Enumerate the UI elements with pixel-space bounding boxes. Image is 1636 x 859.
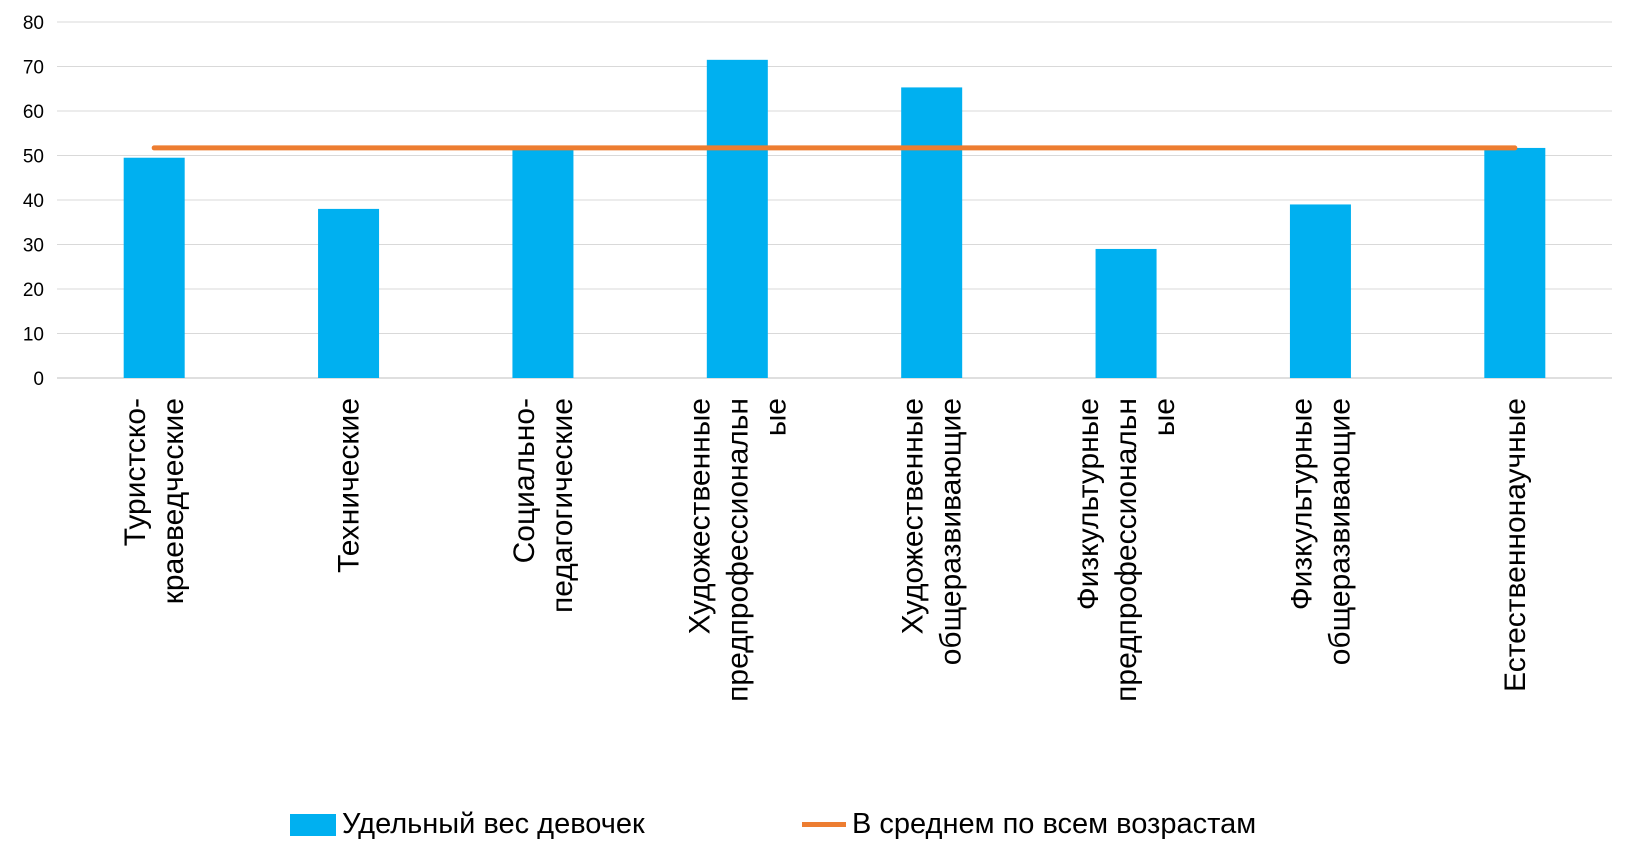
legend-line-swatch <box>802 822 846 827</box>
x-category-label: ые <box>1148 398 1181 436</box>
x-category-label: Технические <box>333 398 366 573</box>
bar <box>123 157 185 378</box>
y-tick-label: 70 <box>23 58 44 79</box>
x-category-label: Художественные <box>897 398 930 634</box>
y-tick-label: 10 <box>23 325 44 346</box>
y-tick-label: 40 <box>23 191 44 212</box>
bar <box>1484 147 1546 378</box>
legend-item-bars: Удельный вес девочек <box>290 808 645 841</box>
y-tick-label: 30 <box>23 236 44 257</box>
x-category-label: предпрофессиональн <box>721 398 754 702</box>
legend-label-bars: Удельный вес девочек <box>342 808 645 840</box>
bar <box>901 87 963 378</box>
x-category-label: Художественные <box>683 398 716 634</box>
legend-bar-swatch <box>290 813 336 836</box>
x-category-label: Физкультурные <box>1072 398 1105 610</box>
legend-label-line: В среднем по всем возрастам <box>852 808 1257 840</box>
bar <box>1289 204 1351 378</box>
x-category-label: педагогические <box>546 398 579 613</box>
legend: Удельный вес девочек В среднем по всем в… <box>0 808 1636 848</box>
legend-item-line: В среднем по всем возрастам <box>802 808 1256 841</box>
x-category-label: Естественнонаучные <box>1499 398 1532 692</box>
y-axis-tick-labels: 0 10 20 30 40 50 60 70 80 <box>23 13 44 390</box>
x-category-label: общеразвивающие <box>935 398 968 665</box>
x-category-label: Физкультурные <box>1285 398 1318 610</box>
bar <box>318 208 380 378</box>
y-tick-label: 80 <box>23 13 44 34</box>
gridlines <box>57 21 1612 379</box>
x-category-label: Социально- <box>508 398 541 563</box>
y-tick-label: 20 <box>23 280 44 301</box>
x-category-label: ые <box>759 398 792 436</box>
x-category-label: краеведческие <box>157 398 190 604</box>
y-tick-label: 50 <box>23 147 44 168</box>
bar <box>512 146 574 378</box>
bar <box>1095 248 1157 378</box>
x-category-label: Туристско- <box>119 398 152 546</box>
bar-series <box>123 59 1546 378</box>
y-tick-label: 60 <box>23 102 44 123</box>
x-category-label: предпрофессиональн <box>1110 398 1143 702</box>
y-tick-label: 0 <box>33 369 44 390</box>
x-category-label: общеразвивающие <box>1323 398 1356 665</box>
x-axis-category-labels: Туристско-краеведческие Технические Социал… <box>119 398 1532 702</box>
bar <box>706 59 768 378</box>
